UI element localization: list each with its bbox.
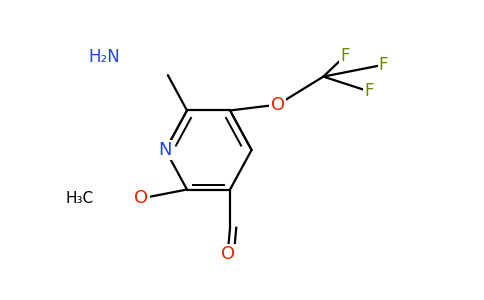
Text: F: F	[340, 47, 349, 65]
Text: O: O	[135, 189, 149, 207]
Text: N: N	[159, 141, 172, 159]
Text: H₂N: H₂N	[88, 49, 120, 67]
Text: O: O	[271, 96, 285, 114]
Text: F: F	[378, 56, 388, 74]
Text: O: O	[221, 245, 235, 263]
Text: H₃C: H₃C	[65, 191, 94, 206]
Text: F: F	[364, 82, 374, 100]
